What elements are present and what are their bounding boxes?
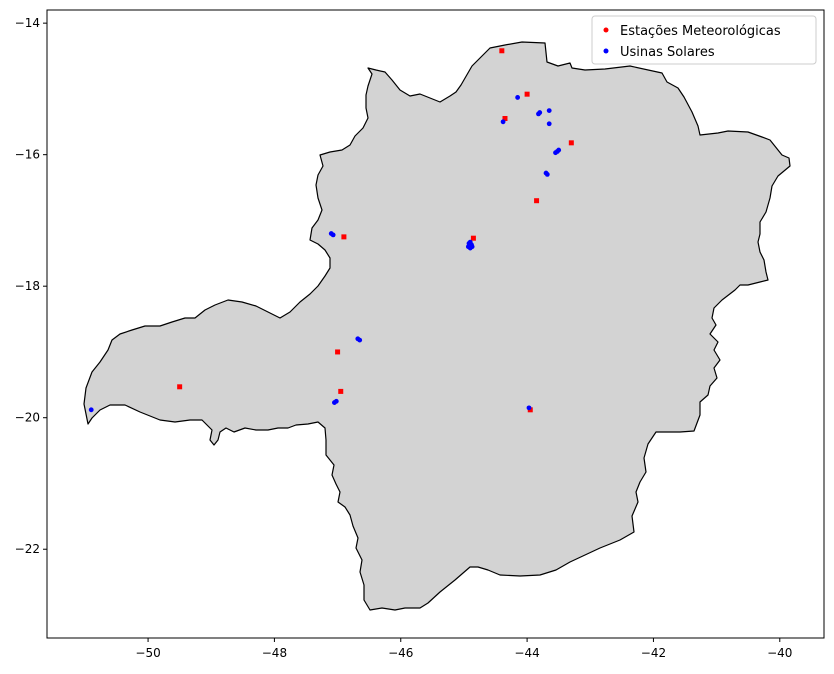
weather-station-point: [524, 91, 530, 97]
solar-plant-point: [546, 121, 552, 127]
solar-plant-point: [500, 119, 506, 125]
x-tick-label: −44: [514, 646, 539, 660]
legend-label-usinas: Usinas Solares: [620, 45, 715, 60]
solar-plant-point: [526, 405, 532, 411]
legend-label-estacoes: Estações Meteorológicas: [620, 24, 781, 39]
legend: Estações Meteorológicas Usinas Solares: [591, 15, 817, 65]
x-tick-label: −46: [388, 646, 413, 660]
state-region-outline: [83, 41, 791, 611]
solar-plant-point: [515, 95, 521, 100]
y-tick-label: −22: [15, 542, 40, 556]
solar-plant-point: [555, 148, 560, 154]
weather-station-point: [534, 198, 540, 204]
x-tick-label: −42: [641, 646, 666, 660]
x-axis: −50 −48 −46 −44 −42 −40: [135, 638, 792, 660]
weather-station-point: [341, 234, 347, 240]
solar-plant-point: [546, 108, 552, 114]
y-axis: −14 −16 −18 −20 −22: [15, 16, 47, 556]
weather-station-point: [499, 48, 505, 54]
solar-plant-point: [355, 336, 361, 342]
y-tick-label: −16: [15, 148, 40, 162]
weather-station-point: [568, 140, 574, 146]
y-tick-label: −18: [15, 279, 40, 293]
x-tick-label: −50: [135, 646, 160, 660]
data-points: [88, 48, 574, 413]
legend-marker-usinas: [603, 48, 609, 54]
weather-station-point: [177, 384, 183, 390]
legend-box: [591, 15, 817, 65]
solar-plant-point: [537, 110, 543, 115]
solar-plant-point: [469, 244, 475, 250]
y-tick-label: −20: [15, 411, 40, 425]
x-tick-label: −48: [262, 646, 287, 660]
solar-plant-point: [88, 407, 94, 413]
solar-plant-point: [543, 170, 549, 176]
weather-station-point: [470, 235, 476, 241]
y-tick-label: −14: [15, 16, 40, 30]
weather-station-point: [338, 388, 344, 394]
weather-station-point: [502, 116, 508, 122]
weather-station-point: [335, 349, 341, 355]
solar-plant-point: [328, 231, 334, 236]
solar-plant-point: [333, 398, 339, 404]
legend-marker-estacoes: [603, 27, 609, 33]
x-tick-label: −40: [767, 646, 792, 660]
plot-area-frame: [46, 9, 825, 639]
